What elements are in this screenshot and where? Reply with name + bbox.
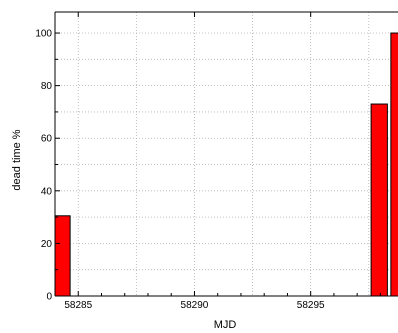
y-tick-label: 100 bbox=[35, 29, 52, 40]
y-tick-label: 80 bbox=[41, 81, 53, 92]
x-tick-label: 58285 bbox=[64, 300, 92, 311]
ticks-group: 0 20 40 60 80 100 58285 58290 58295 bbox=[35, 12, 381, 311]
y-tick-label: 40 bbox=[41, 186, 53, 197]
axes-group bbox=[54, 11, 398, 297]
grid-lines bbox=[55, 12, 398, 296]
y-tick-label: 60 bbox=[41, 134, 53, 145]
bar-1 bbox=[370, 103, 388, 296]
y-axis-title: dead time % bbox=[11, 129, 23, 190]
x-axis-title: MJD bbox=[214, 319, 237, 331]
y-tick-label: 20 bbox=[41, 239, 53, 250]
bars-group bbox=[55, 32, 398, 296]
x-tick-label: 58295 bbox=[297, 300, 325, 311]
bar-0 bbox=[55, 215, 71, 296]
x-tick-label: 58290 bbox=[181, 300, 209, 311]
y-tick-label: 0 bbox=[46, 292, 52, 303]
bar-2 bbox=[390, 32, 398, 296]
